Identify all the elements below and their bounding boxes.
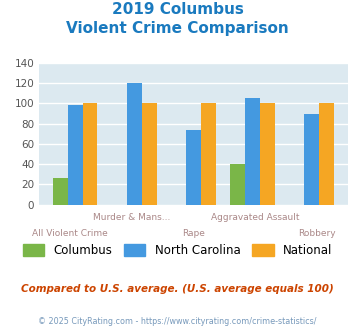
Bar: [142, 103, 157, 205]
Text: © 2025 CityRating.com - https://www.cityrating.com/crime-statistics/: © 2025 CityRating.com - https://www.city…: [38, 317, 317, 326]
Bar: [53, 178, 68, 205]
Bar: [186, 130, 201, 205]
Text: Aggravated Assault: Aggravated Assault: [211, 213, 300, 222]
Bar: [201, 103, 215, 205]
Bar: [68, 105, 83, 205]
Text: All Violent Crime: All Violent Crime: [32, 229, 108, 238]
Text: Compared to U.S. average. (U.S. average equals 100): Compared to U.S. average. (U.S. average …: [21, 284, 334, 294]
Bar: [127, 83, 142, 205]
Bar: [245, 98, 260, 205]
Bar: [319, 103, 334, 205]
Bar: [83, 103, 97, 205]
Text: Rape: Rape: [182, 229, 205, 238]
Text: Robbery: Robbery: [298, 229, 336, 238]
Text: Violent Crime Comparison: Violent Crime Comparison: [66, 21, 289, 36]
Bar: [260, 103, 275, 205]
Bar: [304, 115, 319, 205]
Text: Murder & Mans...: Murder & Mans...: [93, 213, 170, 222]
Text: 2019 Columbus: 2019 Columbus: [111, 2, 244, 16]
Legend: Columbus, North Carolina, National: Columbus, North Carolina, National: [18, 239, 337, 261]
Bar: [230, 164, 245, 205]
